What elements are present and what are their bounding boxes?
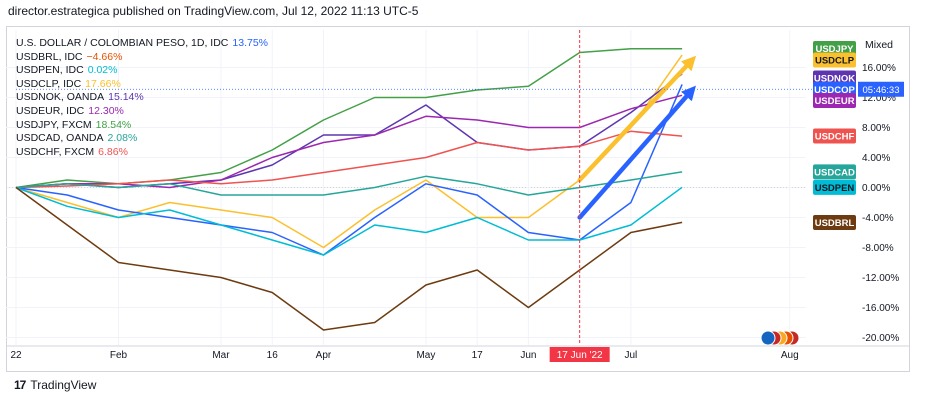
price-label-box (813, 179, 856, 195)
series-line-usdeur (15, 94, 683, 189)
y-tick-label: 4.00% (862, 153, 890, 164)
brand-name: TradingView (30, 378, 97, 392)
flag-circle (760, 330, 776, 346)
legend-name: USDBRL, IDC (16, 50, 83, 63)
trend-arrow (577, 85, 696, 220)
x-tick-label: 16 (267, 350, 279, 361)
legend-value: 13.75% (232, 37, 269, 49)
legend-value: 0.02% (87, 64, 118, 77)
tradingview-brand[interactable]: 17 TradingView (14, 378, 96, 392)
legend-row[interactable]: USDJPY, FXCM 18.54% (16, 119, 268, 133)
price-label-box (813, 93, 856, 108)
y-tick-label: 12.00% (862, 93, 896, 104)
legend: U.S. DOLLAR / COLOMBIAN PESO, 1D, IDC 13.… (16, 37, 268, 159)
legend-row[interactable]: USDNOK, OANDA 15.14% (16, 91, 268, 105)
marker-badge (549, 347, 610, 362)
x-tick-label: Feb (110, 350, 128, 361)
y-tick-label: -12.00% (862, 273, 899, 284)
price-label-box (813, 214, 856, 230)
legend-name: USDCHF, FXCM (16, 145, 95, 158)
series-line-usdcad (15, 171, 683, 196)
legend-row[interactable]: U.S. DOLLAR / COLOMBIAN PESO, 1D, IDC 13.… (16, 37, 268, 51)
legend-row[interactable]: USDCHF, FXCM 6.86% (16, 146, 268, 160)
x-tick-label: Mar (212, 350, 230, 361)
legend-value: 15.14% (108, 91, 144, 104)
tradingview-logo-icon: 17 (14, 378, 26, 392)
legend-name: U.S. DOLLAR / COLOMBIAN PESO, 1D, IDC (16, 37, 229, 49)
y-tick-label: 16.00% (862, 63, 896, 74)
series-line-usdcop (15, 84, 683, 256)
y-axis: 16.00% 12.00% 8.00% 4.00% 0.00% -4.00% -8.00% -… (862, 63, 899, 344)
series-line-usdpen (15, 186, 683, 256)
legend-row[interactable]: USDCLP, IDC 17.66% (16, 78, 268, 92)
legend-value: 12.30% (88, 104, 124, 117)
x-tick-label: 22 (10, 350, 22, 361)
legend-name: USDJPY, FXCM (16, 118, 92, 131)
series-line-usdclp (15, 54, 683, 249)
series-line-usdchf (15, 130, 683, 189)
series-line-usdbrl (15, 186, 683, 331)
legend-name: USDEUR, IDC (16, 104, 85, 117)
legend-name: USDPEN, IDC (16, 64, 84, 77)
legend-name: USDCLP, IDC (16, 77, 82, 90)
marker-label: 17 Jun '22 (557, 350, 603, 361)
legend-value: 6.86% (98, 145, 128, 158)
y-tick-label: -20.00% (862, 333, 899, 344)
price-label-text: USDBRL (815, 218, 855, 229)
legend-row[interactable]: USDCAD, OANDA 2.08% (16, 132, 268, 146)
price-label-text: USDCHF (815, 132, 855, 143)
x-tick-label: Apr (316, 350, 332, 361)
x-tick-label: Aug (781, 350, 799, 361)
price-label-box (813, 40, 856, 56)
countdown-text: 05:46:33 (863, 85, 900, 96)
y-tick-label: 8.00% (862, 123, 890, 134)
chart-frame (6, 26, 910, 372)
scale-mode-label[interactable]: Mixed (865, 39, 894, 51)
price-label-box (813, 164, 856, 180)
legend-value: 18.54% (95, 118, 132, 131)
y-tick-label: -4.00% (862, 213, 894, 224)
trend-arrow (577, 55, 697, 183)
x-axis: 22 Feb Mar 16 Apr May 17 Jun Jul Aug (6, 345, 910, 361)
y-tick-label: -16.00% (862, 303, 899, 314)
legend-row[interactable]: USDPEN, IDC 0.02% (16, 64, 268, 78)
y-tick-label: 0.00% (862, 183, 890, 194)
price-label-text: USDNOK (814, 74, 855, 85)
x-tick-label: May (416, 350, 435, 361)
price-label-box (813, 128, 856, 144)
x-tick-label: Jun (520, 350, 536, 361)
countdown-box (858, 81, 904, 97)
annotation-arrows (577, 55, 697, 220)
price-label-text: USDEUR (814, 96, 854, 107)
legend-value: 17.66% (85, 77, 121, 90)
date-marker: 17 Jun '22 (549, 30, 610, 362)
legend-row[interactable]: USDBRL, IDC −4.66% (16, 51, 268, 65)
legend-value: −4.66% (86, 50, 123, 63)
price-label-text: USDCAD (814, 167, 855, 178)
legend-name: USDNOK, OANDA (16, 91, 105, 104)
price-label-box (813, 52, 856, 68)
price-label-text: USDCLP (815, 56, 855, 67)
y-tick-label: -8.00% (862, 243, 894, 254)
legend-row[interactable]: USDEUR, IDC 12.30% (16, 105, 268, 119)
series-lines (15, 48, 683, 331)
x-tick-label: Jul (625, 350, 638, 361)
legend-name: USDCAD, OANDA (16, 132, 104, 145)
price-label-text: USDPEN (815, 183, 855, 194)
x-tick-label: 17 (472, 350, 484, 361)
flags-icon[interactable] (760, 330, 800, 346)
publish-info: director.estrategica published on Tradin… (8, 4, 419, 18)
legend-value: 2.08% (107, 132, 138, 145)
price-label-text: USDCOP (814, 85, 855, 96)
price-label-text: USDJPY (815, 44, 854, 55)
